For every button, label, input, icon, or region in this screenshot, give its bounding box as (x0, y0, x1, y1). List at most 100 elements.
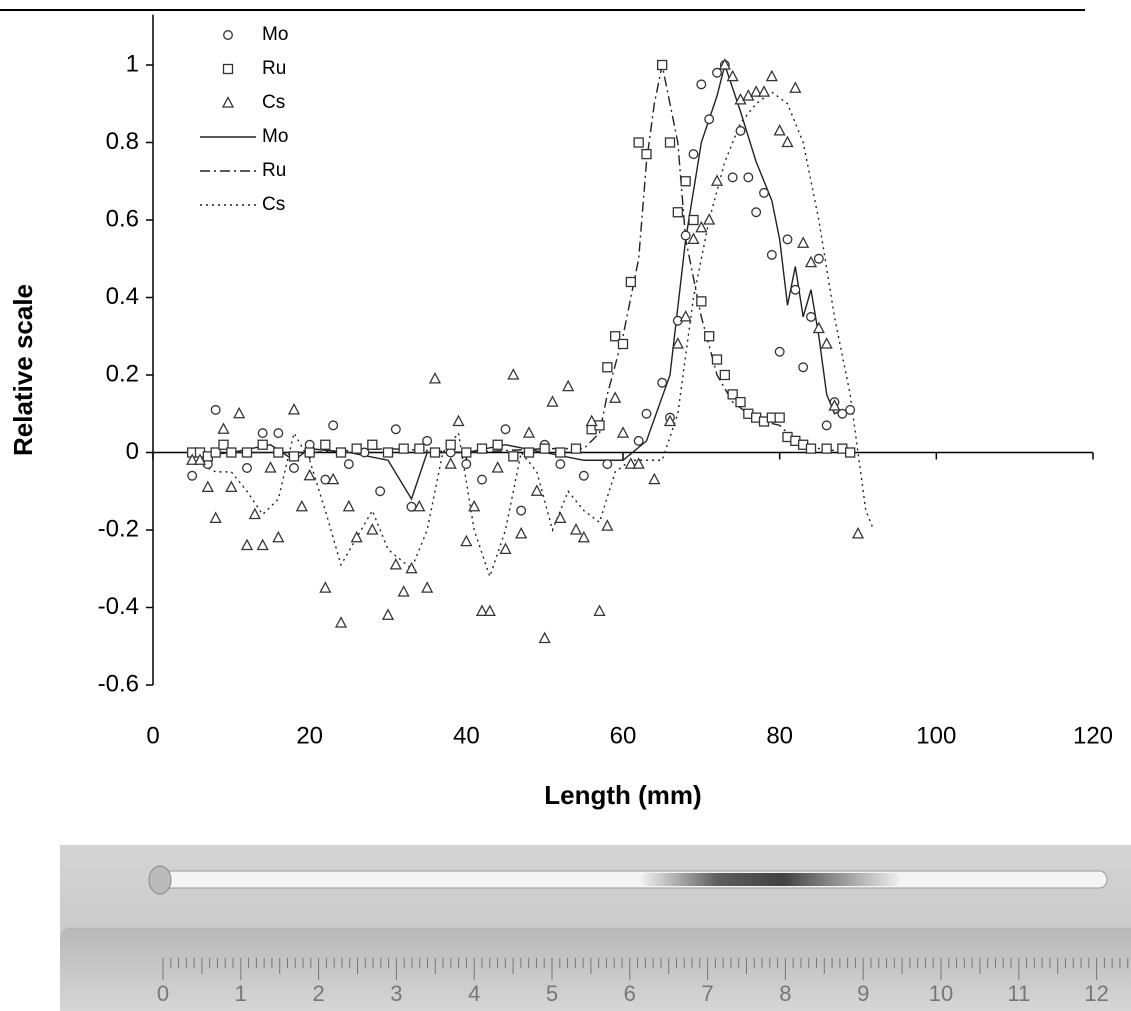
marker-square (218, 439, 229, 450)
marker-triangle (757, 85, 771, 97)
marker-triangle (342, 499, 355, 512)
marker-triangle (616, 426, 630, 438)
y-tick-label: 0.4 (106, 283, 139, 310)
marker-triangle (695, 220, 708, 233)
marker-triangle (460, 534, 473, 547)
marker-square (304, 447, 315, 458)
ruler-scale: 0 1 2 3 4 5 6 7 8 9 10 11 12 (157, 958, 1129, 1006)
marker-triangle (221, 96, 235, 108)
marker-triangle (546, 395, 559, 407)
marker-triangle (773, 123, 786, 136)
marker-square (845, 447, 856, 458)
marker-triangle (209, 511, 222, 524)
legend-label: Ru (262, 160, 286, 181)
marker-triangle (413, 499, 426, 512)
marker-triangle (562, 379, 575, 392)
marker-triangle (538, 631, 551, 644)
marker-triangle (687, 232, 700, 245)
x-tick-label: 100 (916, 722, 956, 749)
marker-triangle (851, 526, 865, 539)
ruler-number: 6 (624, 981, 636, 1006)
deposit (640, 873, 900, 886)
marker-triangle (444, 457, 457, 469)
ruler-number: 4 (468, 981, 480, 1006)
marker-square (210, 447, 221, 458)
y-tick-label: -0.6 (98, 670, 139, 697)
y-tick-label: 0.2 (106, 360, 139, 387)
marker-square (414, 443, 425, 454)
marker-triangle (812, 321, 825, 334)
marker-circle (516, 505, 527, 516)
marker-square (610, 331, 621, 342)
marker-square (241, 447, 253, 458)
marker-square (555, 447, 566, 458)
y-tick-label: 0 (126, 438, 139, 465)
marker-circle (727, 172, 738, 183)
marker-triangle (468, 499, 481, 512)
marker-square (367, 439, 378, 450)
marker-square (492, 439, 503, 450)
marker-triangle (319, 581, 332, 593)
marker-square (672, 207, 683, 218)
marker-triangle (585, 414, 598, 427)
marker-series (186, 58, 865, 644)
marker-square (508, 451, 519, 462)
x-tick-label: 40 (453, 722, 480, 749)
x-axis-title: Length (mm) (544, 780, 701, 810)
tube (151, 870, 1108, 889)
marker-triangle (679, 309, 692, 322)
marker-square (774, 412, 785, 423)
marker-triangle (248, 507, 261, 520)
marker-triangle (703, 213, 716, 225)
series-line (192, 64, 851, 454)
marker-series (187, 60, 856, 516)
marker-triangle (507, 368, 520, 380)
marker-square (320, 439, 331, 450)
marker-circle (242, 463, 252, 473)
x-tick-label: 80 (766, 722, 793, 749)
marker-triangle (491, 461, 504, 473)
marker-circle (657, 377, 668, 388)
marker-triangle (750, 85, 763, 97)
marker-square (617, 338, 629, 350)
marker-square (688, 214, 699, 226)
marker-square (523, 447, 535, 458)
marker-triangle (452, 414, 465, 427)
legend: Mo Ru Cs Mo Ru Cs (200, 24, 288, 215)
marker-circle (782, 234, 793, 245)
marker-square (680, 176, 691, 187)
marker-series (187, 59, 856, 462)
marker-square (727, 389, 738, 400)
marker-circle (821, 420, 832, 431)
marker-triangle (554, 511, 567, 524)
marker-triangle (671, 337, 684, 349)
plot-area: -0.6 -0.4 -0.2 0 0.2 0.4 0.6 0.8 1 0 20 40 60 80 100 12… (98, 14, 1113, 749)
marker-square (735, 396, 746, 408)
marker-triangle (820, 337, 833, 349)
marker-triangle (389, 557, 402, 570)
y-tick-label: 0.6 (106, 205, 139, 232)
marker-square (711, 354, 723, 365)
marker-triangle (648, 472, 661, 485)
marker-triangle (797, 236, 810, 248)
marker-circle (422, 435, 433, 446)
marker-circle (696, 79, 707, 90)
marker-circle (751, 207, 762, 218)
marker-triangle (193, 453, 207, 465)
marker-triangle (225, 480, 238, 493)
marker-triangle (186, 453, 199, 465)
marker-triangle (256, 538, 269, 551)
marker-triangle (350, 530, 363, 543)
marker-triangle (663, 414, 677, 427)
marker-triangle (397, 585, 410, 597)
marker-circle (688, 149, 699, 160)
marker-square (539, 443, 550, 454)
marker-square (288, 451, 300, 462)
x-tick-label: 0 (146, 722, 159, 749)
marker-circle (704, 114, 715, 125)
legend-label: Mo (262, 24, 288, 45)
marker-circle (273, 428, 284, 439)
ruler-number: 3 (390, 981, 402, 1006)
marker-circle (328, 420, 339, 431)
